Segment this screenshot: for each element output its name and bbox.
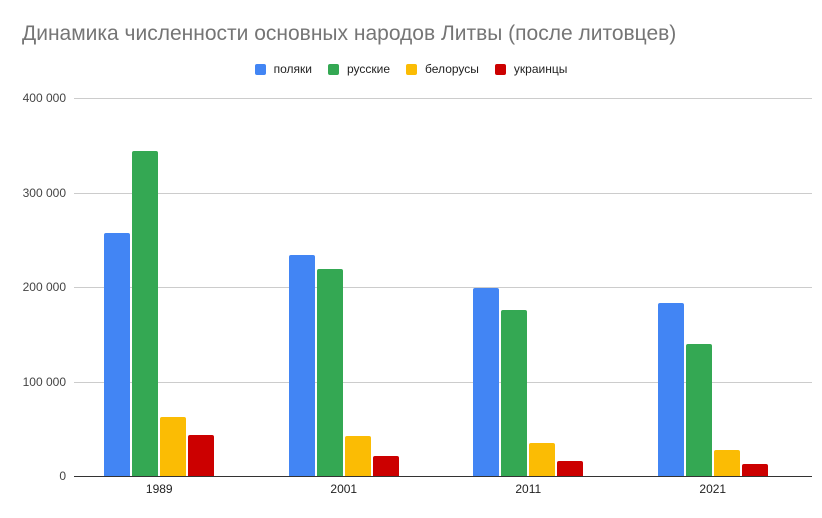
bar[interactable]	[741, 463, 768, 476]
legend-item: белорусы	[406, 62, 479, 76]
y-tick-label: 300 000	[22, 185, 66, 200]
gridline	[74, 287, 812, 288]
legend-label: русские	[347, 62, 391, 76]
x-tick-label: 2001	[330, 482, 358, 496]
legend-item: русские	[328, 62, 390, 76]
bar[interactable]	[104, 233, 131, 476]
legend-swatch	[328, 63, 340, 75]
y-tick-label: 100 000	[22, 374, 66, 389]
bar[interactable]	[344, 436, 371, 476]
bar[interactable]	[132, 150, 159, 476]
legend: поляки русские белорусы украинцы	[0, 62, 822, 76]
legend-item: украинцы	[494, 62, 568, 76]
x-axis-line	[74, 475, 812, 477]
bar[interactable]	[188, 435, 215, 476]
y-tick-label: 0	[59, 469, 66, 483]
legend-swatch	[254, 63, 266, 75]
bar[interactable]	[685, 343, 712, 476]
plot-area	[74, 98, 812, 477]
legend-label: поляки	[273, 62, 313, 76]
y-tick-label: 200 000	[22, 280, 66, 294]
legend-label: белорусы	[425, 62, 479, 76]
gridline	[74, 381, 812, 383]
bar[interactable]	[473, 287, 500, 476]
x-tick-label: 2011	[515, 482, 542, 496]
bar[interactable]	[529, 442, 556, 476]
legend-item: поляки	[254, 62, 313, 76]
legend-label: украинцы	[513, 62, 568, 76]
bar[interactable]	[713, 449, 740, 476]
legend-swatch	[494, 63, 506, 75]
x-tick-label: 2021	[699, 482, 727, 496]
bar[interactable]	[288, 254, 315, 476]
y-tick-label: 400 000	[22, 91, 66, 105]
x-tick-label: 1989	[145, 482, 173, 496]
gridline	[74, 98, 812, 99]
bar[interactable]	[372, 456, 399, 476]
bar[interactable]	[316, 269, 343, 476]
chart-title: Динамика численности основных народов Ли…	[22, 22, 677, 45]
bar[interactable]	[657, 303, 684, 476]
bar[interactable]	[501, 309, 528, 476]
gridline	[74, 192, 812, 194]
legend-swatch	[406, 63, 418, 75]
bar[interactable]	[160, 417, 187, 476]
bar[interactable]	[557, 460, 584, 476]
